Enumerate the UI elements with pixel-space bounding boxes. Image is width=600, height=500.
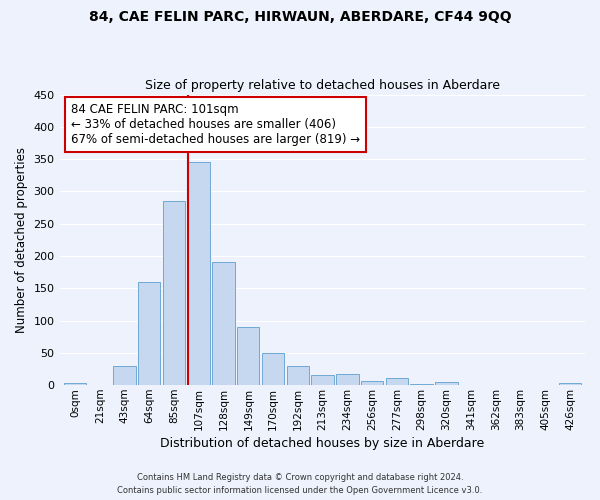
X-axis label: Distribution of detached houses by size in Aberdare: Distribution of detached houses by size … <box>160 437 485 450</box>
Bar <box>485 384 507 385</box>
Bar <box>435 382 458 385</box>
Bar <box>188 162 210 385</box>
Bar <box>237 327 259 385</box>
Y-axis label: Number of detached properties: Number of detached properties <box>15 147 28 333</box>
Text: Contains HM Land Registry data © Crown copyright and database right 2024.
Contai: Contains HM Land Registry data © Crown c… <box>118 474 482 495</box>
Bar <box>559 382 581 385</box>
Bar <box>64 383 86 385</box>
Bar <box>262 353 284 385</box>
Text: 84 CAE FELIN PARC: 101sqm
← 33% of detached houses are smaller (406)
67% of semi: 84 CAE FELIN PARC: 101sqm ← 33% of detac… <box>71 104 360 146</box>
Bar <box>138 282 160 385</box>
Bar <box>410 384 433 385</box>
Title: Size of property relative to detached houses in Aberdare: Size of property relative to detached ho… <box>145 79 500 92</box>
Bar <box>386 378 408 385</box>
Bar <box>361 382 383 385</box>
Bar <box>336 374 359 385</box>
Bar <box>212 262 235 385</box>
Text: 84, CAE FELIN PARC, HIRWAUN, ABERDARE, CF44 9QQ: 84, CAE FELIN PARC, HIRWAUN, ABERDARE, C… <box>89 10 511 24</box>
Bar <box>287 366 309 385</box>
Bar <box>113 366 136 385</box>
Bar <box>509 384 532 385</box>
Bar <box>311 376 334 385</box>
Bar <box>460 384 482 385</box>
Bar <box>163 201 185 385</box>
